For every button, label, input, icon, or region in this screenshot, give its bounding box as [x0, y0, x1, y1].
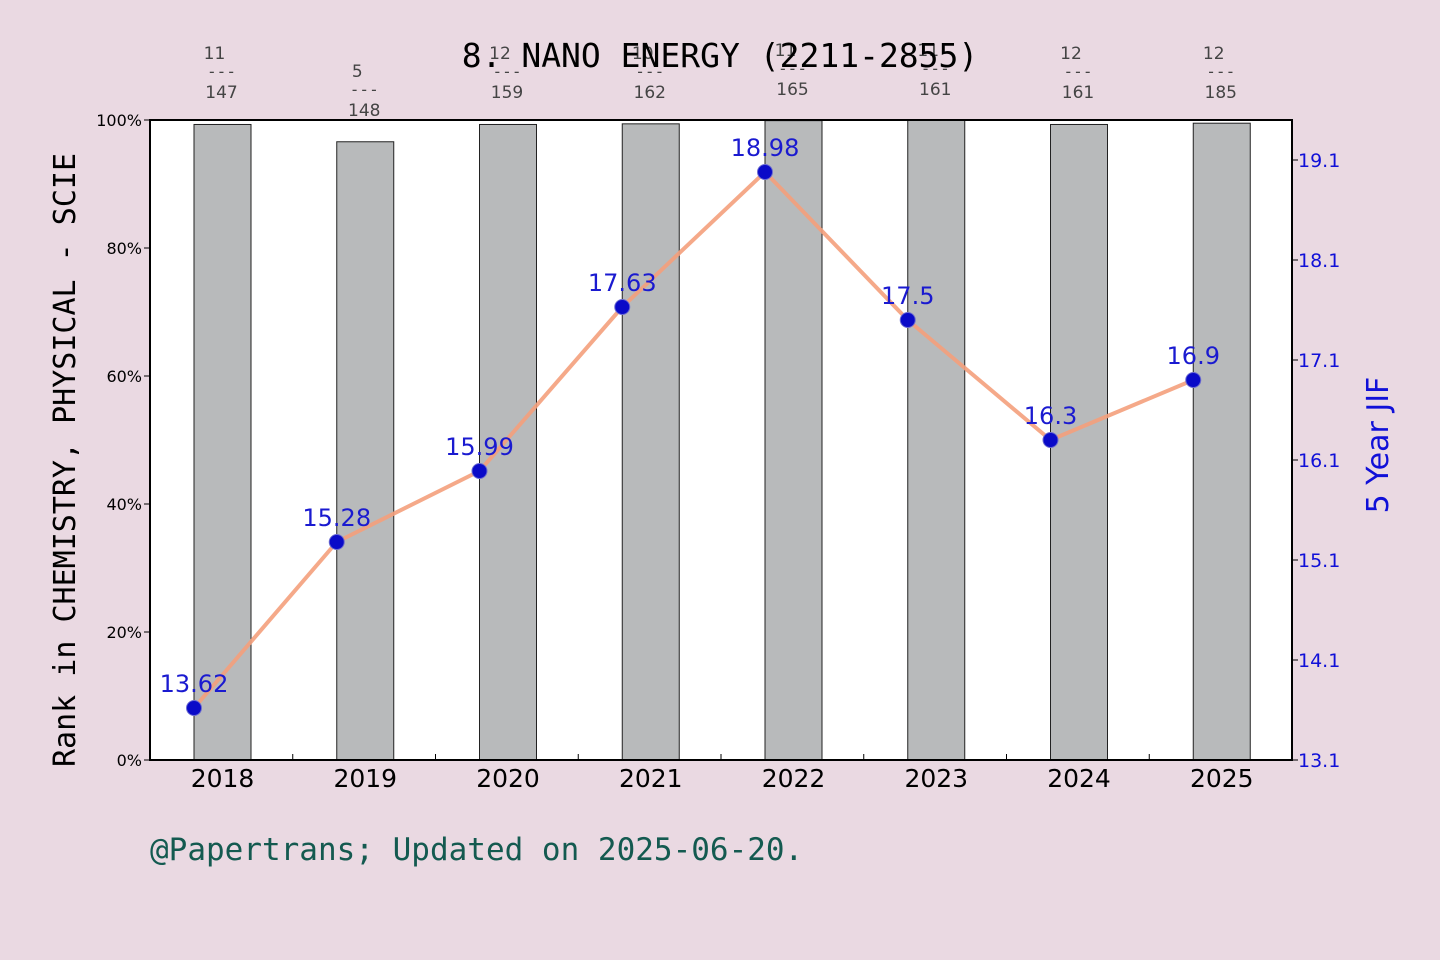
- rank-divider: ---: [635, 62, 664, 81]
- rank-numerator: 11: [917, 41, 939, 61]
- rank-denominator: 162: [634, 83, 666, 103]
- y2-tick-label: 17.1: [1298, 350, 1340, 372]
- y-tick-label: 0%: [117, 751, 142, 770]
- jif-value-label: 16.9: [1167, 342, 1220, 370]
- rank-numerator: 12: [1203, 44, 1225, 64]
- rank-denominator: 161: [919, 80, 951, 100]
- jif-point-2023: [899, 312, 916, 328]
- jif-line: [192, 170, 1195, 710]
- rank-divider: ---: [921, 59, 950, 78]
- jif-value-label: 16.3: [1024, 402, 1077, 430]
- x-tick-label: 2024: [1047, 764, 1111, 793]
- y2-tick-label: 19.1: [1298, 150, 1340, 172]
- rank-bar-2019: [336, 141, 395, 761]
- rank-divider: ---: [350, 80, 379, 99]
- jif-point-2022: [757, 164, 773, 180]
- x-tick-label: 2019: [333, 764, 397, 793]
- y-tick-label: 40%: [106, 495, 142, 514]
- y-axis-title: Rank in CHEMISTRY, PHYSICAL - SCIE: [48, 153, 83, 767]
- rank-denominator: 161: [1062, 83, 1094, 103]
- x-tick-label: 2022: [762, 764, 826, 793]
- x-tick-label: 2025: [1190, 764, 1254, 793]
- jif-value-label: 15.99: [445, 433, 514, 461]
- jif-value-label: 15.28: [302, 504, 371, 532]
- rank-denominator: 185: [1205, 83, 1237, 103]
- jif-point-2018: [186, 700, 202, 716]
- rank-numerator: 10: [632, 44, 654, 64]
- rank-numerator: 5: [352, 62, 363, 82]
- rank-divider: ---: [207, 62, 236, 81]
- x-tick-label: 2020: [476, 764, 540, 793]
- y2-axis-title: 5 Year JIF: [1361, 377, 1396, 514]
- rank-bar-2024: [1050, 123, 1108, 761]
- jif-point-2024: [1042, 432, 1059, 448]
- rank-denominator: 159: [491, 83, 523, 103]
- rank-denominator: 148: [348, 101, 380, 121]
- jif-point-2019: [328, 534, 345, 550]
- rank-bar-2021: [621, 123, 680, 761]
- x-tick-label: 2018: [191, 764, 255, 793]
- jif-point-2021: [614, 299, 631, 315]
- y2-tick-label: 14.1: [1298, 650, 1340, 672]
- rank-bar-2020: [479, 123, 537, 761]
- y-tick-label: 80%: [106, 239, 142, 258]
- x-tick-label: 2021: [619, 764, 683, 793]
- rank-numerator: 11: [204, 44, 226, 64]
- rank-numerator: 11: [775, 41, 797, 61]
- rank-bar-2023: [907, 119, 966, 761]
- chart-title: 8. NANO ENERGY (2211-2855): [462, 36, 979, 75]
- x-tick-label: 2023: [904, 764, 968, 793]
- rank-bar-2018: [193, 123, 252, 761]
- jif-point-2020: [471, 463, 488, 479]
- y-tick-label: 60%: [106, 367, 142, 386]
- rank-divider: ---: [1064, 62, 1093, 81]
- jif-value-label: 18.98: [731, 134, 800, 162]
- jif-value-label: 13.62: [160, 670, 229, 698]
- y2-tick-label: 13.1: [1298, 750, 1340, 772]
- y2-tick-label: 16.1: [1298, 450, 1340, 472]
- rank-divider: ---: [1206, 62, 1235, 81]
- y-tick-label: 20%: [106, 623, 142, 642]
- rank-denominator: 147: [205, 83, 237, 103]
- rank-bar-2025: [1192, 122, 1251, 761]
- jif-point-2025: [1185, 372, 1202, 388]
- y-tick-label: 100%: [96, 111, 142, 130]
- jif-value-label: 17.63: [588, 269, 657, 297]
- rank-numerator: 12: [489, 44, 511, 64]
- footer-note: @Papertrans; Updated on 2025-06-20.: [150, 832, 804, 868]
- jif-value-label: 17.5: [881, 282, 934, 310]
- y2-tick-label: 15.1: [1298, 550, 1340, 572]
- y2-tick-label: 18.1: [1298, 250, 1340, 272]
- rank-divider: ---: [778, 59, 807, 78]
- rank-divider: ---: [493, 62, 522, 81]
- rank-numerator: 12: [1060, 44, 1082, 64]
- rank-denominator: 165: [776, 80, 808, 100]
- rank-bar-2022: [764, 120, 823, 761]
